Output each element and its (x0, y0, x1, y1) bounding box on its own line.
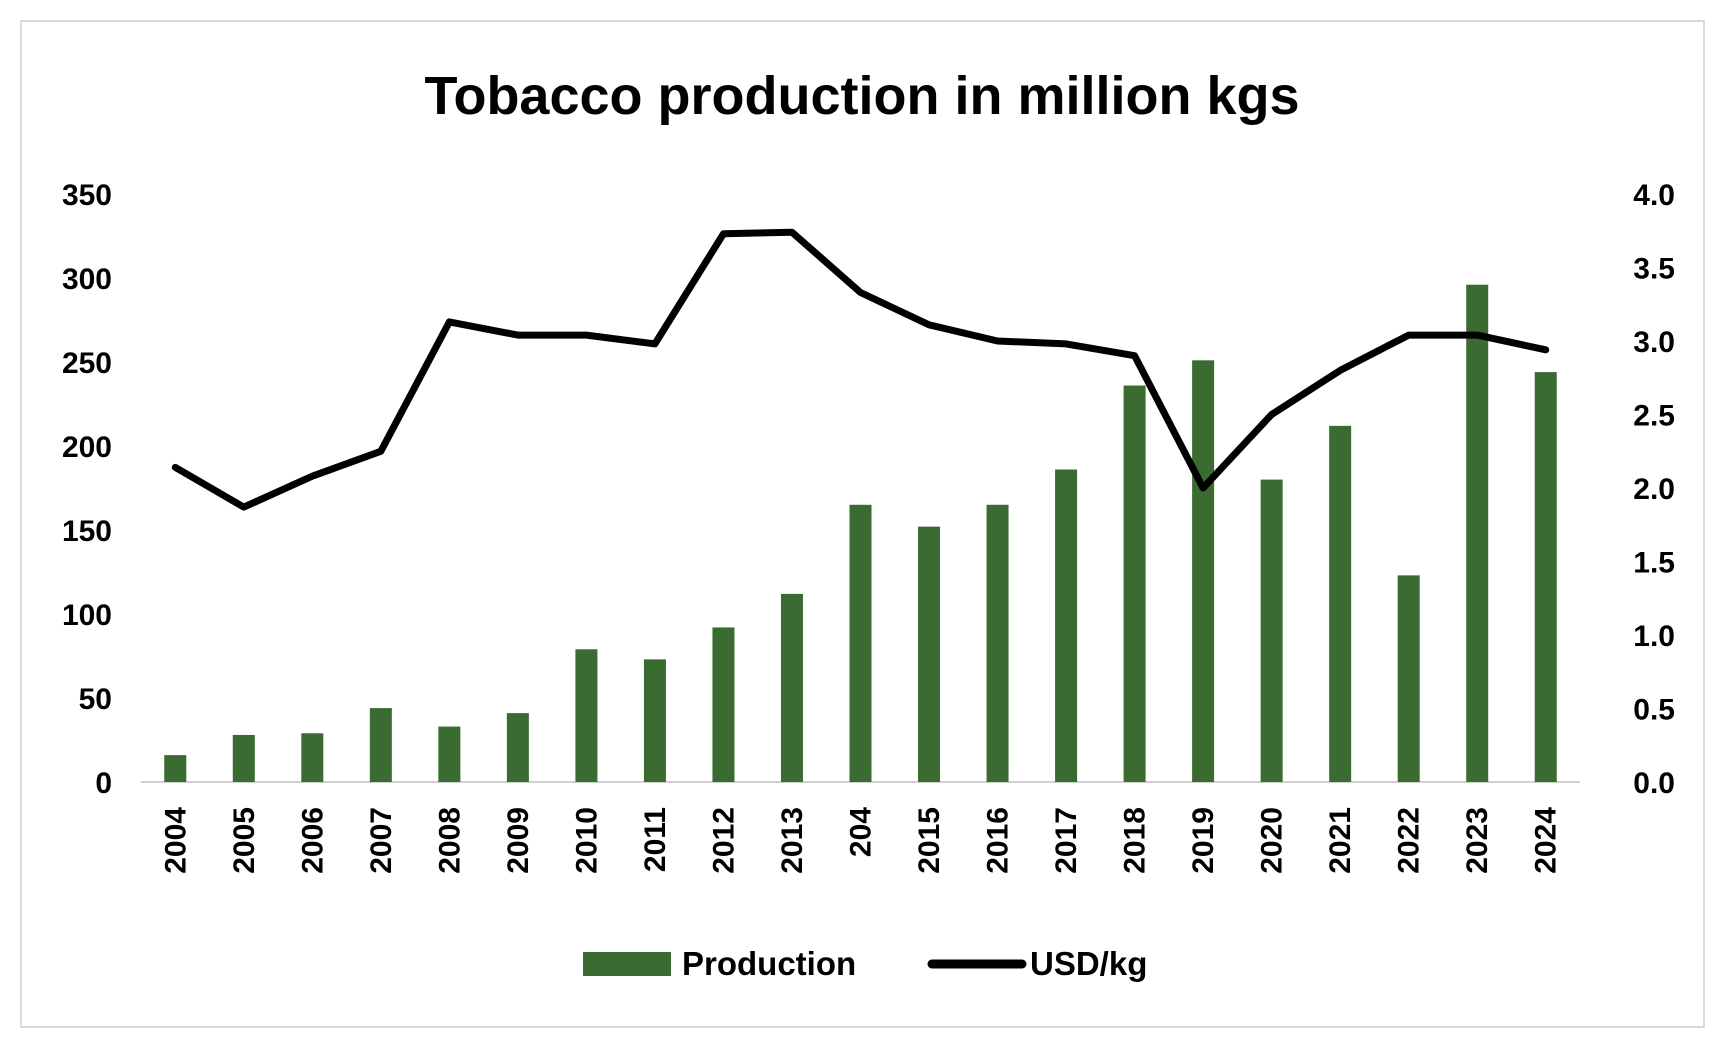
x-tick-label: 204 (845, 807, 878, 857)
x-tick-label: 2021 (1324, 807, 1357, 874)
x-tick-label: 2019 (1187, 807, 1220, 874)
y-left-tick-label: 250 (62, 347, 112, 380)
production-bars (164, 284, 1557, 782)
x-tick-label: 2013 (776, 807, 809, 874)
production-bar (1466, 284, 1489, 782)
x-tick-label: 2020 (1256, 807, 1289, 874)
x-tick-label: 2007 (365, 807, 398, 874)
production-bar (1123, 385, 1146, 782)
x-tick-label: 2006 (296, 807, 329, 874)
y-right-tick-label: 4.0 (1633, 179, 1675, 212)
usd-per-kg-series-line (171, 228, 1550, 511)
chart-title: Tobacco production in million kgs (424, 66, 1299, 126)
y-left-tick-label: 50 (79, 683, 112, 716)
production-bar (986, 504, 1009, 782)
production-bar (1055, 469, 1078, 782)
production-bar (1397, 575, 1420, 782)
production-bar (712, 627, 735, 782)
production-bar (232, 734, 255, 782)
production-bar (1534, 372, 1557, 782)
production-bar (1329, 425, 1352, 782)
production-bar (780, 593, 803, 782)
y-left-tick-label: 350 (62, 179, 112, 212)
x-tick-label: 2008 (433, 807, 466, 874)
x-tick-label: 2004 (159, 807, 192, 874)
x-tick-label: 2023 (1461, 807, 1494, 874)
production-bar (506, 713, 529, 782)
legend-usd-label: USD/kg (1030, 945, 1147, 982)
legend-production-label: Production (682, 945, 856, 982)
y-right-tick-label: 2.5 (1633, 400, 1675, 433)
production-bar (369, 708, 392, 782)
production-bar (918, 526, 941, 782)
production-bar (301, 733, 324, 782)
x-tick-label: 2012 (707, 807, 740, 874)
x-tick-label: 2011 (639, 807, 672, 872)
production-bar (1192, 360, 1215, 782)
y-right-tick-label: 0.0 (1633, 767, 1675, 800)
x-tick-label: 2018 (1119, 807, 1152, 874)
y-left-tick-label: 200 (62, 431, 112, 464)
y-right-tick-label: 1.0 (1633, 620, 1675, 653)
x-tick-label: 2022 (1393, 807, 1426, 874)
y-right-tick-label: 3.0 (1633, 326, 1675, 359)
legend-production-swatch (583, 952, 671, 976)
y-left-tick-label: 0 (95, 767, 112, 800)
usd-per-kg-line (171, 228, 1550, 511)
y-right-tick-label: 0.5 (1633, 694, 1675, 727)
production-bar (438, 726, 461, 782)
x-tick-label: 2017 (1050, 807, 1083, 874)
legend: Production USD/kg (583, 945, 1147, 982)
production-bar (849, 504, 872, 782)
production-bar (164, 755, 187, 782)
x-tick-label: 2016 (982, 807, 1015, 874)
x-tick-label: 2009 (502, 807, 535, 874)
production-bar (1260, 479, 1283, 782)
y-right-tick-label: 3.5 (1633, 253, 1675, 286)
x-tick-label: 2010 (570, 807, 603, 874)
x-axis-labels: 2004 2005 2006 2007 2008 2009 2010 2011 2012 2013… (159, 807, 1562, 874)
production-bar (643, 659, 666, 782)
y-left-tick-label: 150 (62, 515, 112, 548)
x-tick-label: 2005 (228, 807, 261, 874)
y-right-tick-label: 1.5 (1633, 547, 1675, 580)
production-bar (575, 649, 598, 782)
x-tick-label: 2015 (913, 807, 946, 874)
y-left-tick-label: 300 (62, 263, 112, 296)
y-left-tick-label: 100 (62, 599, 112, 632)
x-tick-label: 2024 (1530, 807, 1563, 874)
y-right-tick-label: 2.0 (1633, 473, 1675, 506)
